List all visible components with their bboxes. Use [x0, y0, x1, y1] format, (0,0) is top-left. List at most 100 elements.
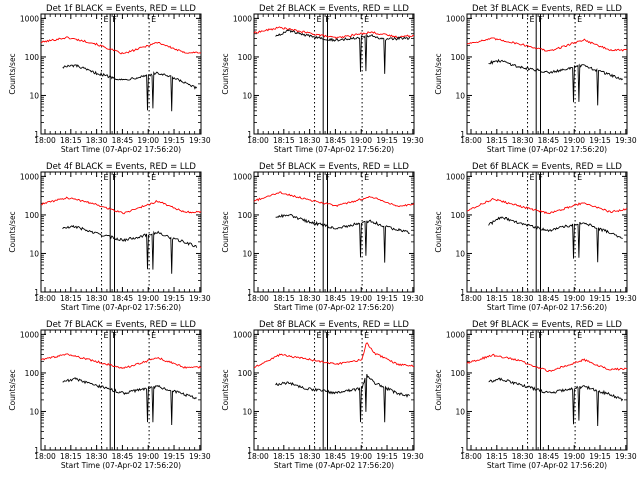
x-axis-label: Start Time (07-Apr-02 17:56:20) [274, 461, 394, 470]
time-marker-label: E [151, 331, 156, 340]
chart-title: Det 7f BLACK = Events, RED = LLD [46, 320, 196, 330]
chart-title: Det 1f BLACK = Events, RED = LLD [46, 4, 196, 14]
lld-series-line [466, 353, 628, 372]
x-tick-label: 19:00 [350, 136, 372, 145]
lld-series-line [253, 26, 415, 40]
y-tick-label: 10 [29, 407, 39, 416]
events-series-line [62, 377, 197, 426]
events-series-line [275, 213, 410, 263]
lld-series-line [40, 353, 202, 369]
y-tick-label: 1000 [233, 172, 252, 181]
y-tick-label: 100 [238, 369, 253, 378]
x-tick-label: 18:00 [247, 294, 269, 303]
x-tick-label: 18:30 [86, 452, 108, 461]
y-tick-label: 100 [238, 211, 253, 220]
lld-series-line [466, 197, 628, 215]
y-tick-label: 1 [460, 288, 465, 297]
lld-series-line [253, 342, 415, 369]
events-series-line [488, 216, 623, 263]
y-tick-label: 10 [29, 249, 39, 258]
y-tick-label: 10 [29, 91, 39, 100]
x-tick-label: 19:00 [350, 452, 372, 461]
plot-frame [253, 329, 415, 451]
x-tick-label: 18:45 [538, 136, 560, 145]
time-marker-label: E [104, 15, 109, 24]
x-tick-label: 18:30 [86, 136, 108, 145]
x-tick-label: 18:00 [34, 136, 56, 145]
chart-panel: Det 7f BLACK = Events, RED = LLD 1 10 100 10… [8, 320, 211, 470]
y-tick-label: 10 [242, 249, 252, 258]
time-marker-label: E [317, 331, 322, 340]
y-axis-label: Counts/sec [434, 369, 443, 410]
y-tick-label: 1 [34, 446, 39, 455]
chart-panel: Det 4f BLACK = Events, RED = LLD 1 10 100 10… [8, 162, 211, 312]
events-series-line [275, 373, 410, 423]
x-tick-label: 18:15 [273, 452, 295, 461]
chart-title: Det 8f BLACK = Events, RED = LLD [259, 320, 409, 330]
chart-title: Det 4f BLACK = Events, RED = LLD [46, 162, 196, 172]
x-tick-label: 19:00 [563, 136, 585, 145]
x-axis-label: Start Time (07-Apr-02 17:56:20) [487, 461, 607, 470]
y-tick-label: 10 [455, 407, 465, 416]
time-marker-label: E [364, 331, 369, 340]
x-tick-label: 19:30 [402, 294, 424, 303]
y-tick-label: 1000 [233, 14, 252, 23]
chart-panel: Det 2f BLACK = Events, RED = LLD 1 10 100 10… [221, 4, 424, 154]
x-tick-label: 18:30 [512, 452, 534, 461]
y-axis-label: Counts/sec [8, 211, 17, 252]
chart-panel: Det 3f BLACK = Events, RED = LLD 1 10 100 10… [434, 4, 637, 154]
y-tick-label: 100 [451, 369, 466, 378]
y-tick-label: 1 [34, 130, 39, 139]
chart-title: Det 3f BLACK = Events, RED = LLD [472, 4, 622, 14]
x-tick-label: 18:15 [486, 294, 508, 303]
time-marker-label: E [364, 173, 369, 182]
y-tick-label: 100 [451, 53, 466, 62]
lld-series-line [466, 37, 628, 52]
y-tick-label: 10 [242, 91, 252, 100]
x-tick-label: 18:45 [112, 452, 134, 461]
chart-panel: Det 8f BLACK = Events, RED = LLD 1 10 100 10… [221, 320, 424, 470]
x-tick-label: 19:30 [402, 136, 424, 145]
x-tick-label: 18:15 [60, 452, 82, 461]
x-tick-label: 19:00 [137, 136, 159, 145]
y-tick-label: 100 [25, 53, 40, 62]
lld-series-line [253, 191, 415, 208]
x-tick-label: 19:30 [615, 136, 637, 145]
y-tick-label: 1 [460, 446, 465, 455]
time-marker-label: E [530, 173, 535, 182]
x-tick-label: 18:15 [60, 136, 82, 145]
events-series-line [488, 377, 624, 427]
x-tick-label: 19:15 [376, 294, 398, 303]
x-tick-label: 19:00 [137, 452, 159, 461]
x-tick-label: 18:00 [460, 452, 482, 461]
plot-frame [466, 329, 628, 451]
x-axis-label: Start Time (07-Apr-02 17:56:20) [61, 303, 181, 312]
time-marker-label: E [151, 15, 156, 24]
x-tick-label: 19:15 [163, 452, 185, 461]
chart-title: Det 5f BLACK = Events, RED = LLD [259, 162, 409, 172]
x-tick-label: 18:30 [299, 136, 321, 145]
chart-panel: Det 6f BLACK = Events, RED = LLD 1 10 100 10… [434, 162, 637, 312]
y-tick-label: 100 [238, 53, 253, 62]
plot-frame [466, 13, 628, 135]
y-axis-label: Counts/sec [221, 53, 230, 94]
y-tick-label: 1 [247, 446, 252, 455]
y-tick-label: 1000 [233, 330, 252, 339]
x-tick-label: 18:45 [112, 294, 134, 303]
x-tick-label: 18:15 [273, 294, 295, 303]
y-tick-label: 100 [25, 211, 40, 220]
plot-frame [253, 171, 415, 293]
x-tick-label: 19:30 [189, 136, 211, 145]
y-axis-label: Counts/sec [8, 369, 17, 410]
x-tick-label: 18:00 [34, 294, 56, 303]
x-tick-label: 19:30 [189, 294, 211, 303]
events-series-line [62, 224, 198, 274]
time-marker-label: E [530, 331, 535, 340]
chart-panel: Det 5f BLACK = Events, RED = LLD 1 10 100 10… [221, 162, 424, 312]
plot-frame [253, 13, 415, 135]
x-tick-label: 19:15 [163, 136, 185, 145]
x-axis-label: Start Time (07-Apr-02 17:56:20) [274, 303, 394, 312]
y-tick-label: 10 [242, 407, 252, 416]
y-axis-label: Counts/sec [8, 53, 17, 94]
time-marker-label: E [577, 173, 582, 182]
